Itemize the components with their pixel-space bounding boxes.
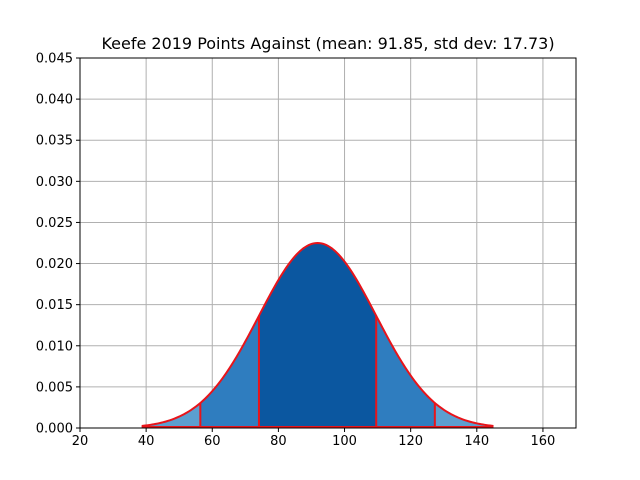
plot-frame	[79, 57, 577, 429]
y-axis-ticks: 0.000 0.005 0.010 0.015 0.020 0.025 0.030 0.035…	[36, 52, 80, 437]
y-tick-label: 0.005	[36, 380, 73, 395]
x-tick-label: 20	[72, 434, 89, 449]
distribution-band	[141, 402, 201, 428]
x-tick-label: 140	[464, 434, 489, 449]
density-curve	[141, 241, 494, 427]
density-curve-group	[141, 241, 494, 428]
chart-title: Keefe 2019 Points Against (mean: 91.85, …	[101, 34, 554, 53]
distribution-band	[258, 242, 377, 428]
x-tick-label: 100	[332, 434, 357, 449]
band-boundary-lines	[199, 315, 436, 428]
x-tick-label: 80	[270, 434, 287, 449]
y-tick-label: 0.040	[36, 93, 73, 108]
y-tick-label: 0.015	[36, 298, 73, 313]
y-tick-label: 0.035	[36, 134, 73, 149]
y-tick-label: 0.010	[36, 339, 73, 354]
y-tick-label: 0.020	[36, 257, 73, 272]
x-tick-label: 160	[531, 434, 556, 449]
x-axis-ticks: 20 40 60 80 100 120 140 160	[72, 428, 556, 449]
x-tick-label: 40	[138, 434, 155, 449]
x-tick-label: 120	[398, 434, 423, 449]
distribution-band	[434, 402, 494, 428]
y-tick-label: 0.045	[36, 52, 73, 67]
y-tick-label: 0.025	[36, 216, 73, 231]
y-tick-label: 0.000	[36, 422, 73, 437]
x-tick-label: 60	[204, 434, 221, 449]
y-tick-label: 0.030	[36, 175, 73, 190]
